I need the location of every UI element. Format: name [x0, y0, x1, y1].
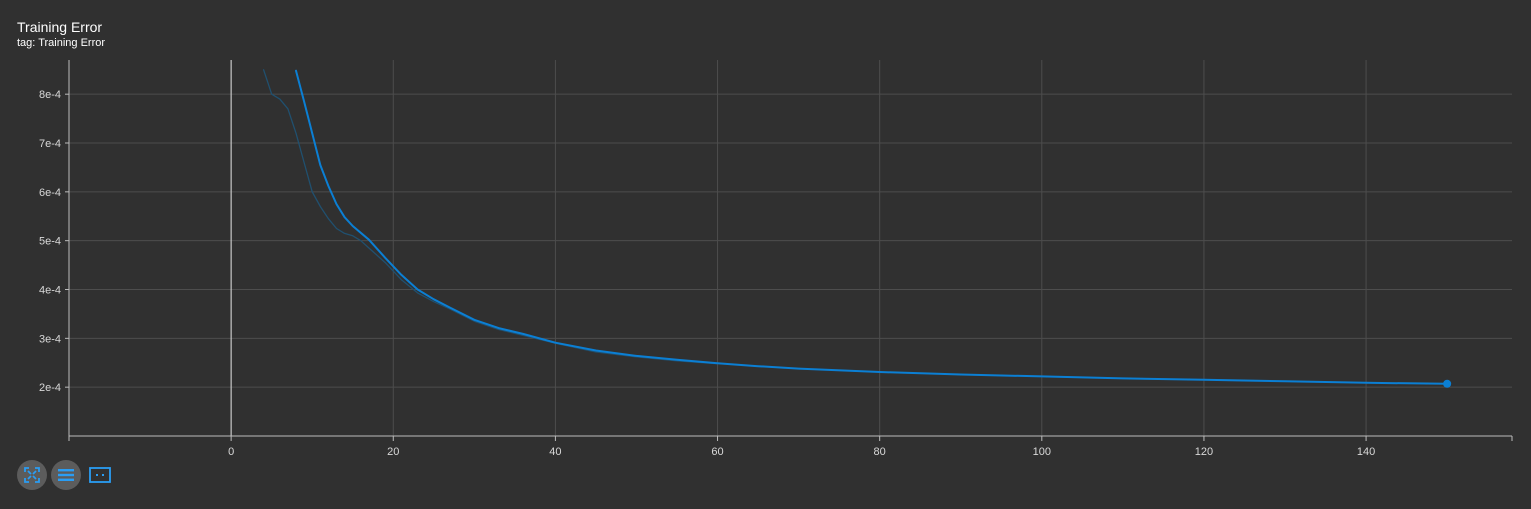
- list-icon: [58, 469, 74, 481]
- series-layer: [262, 69, 1452, 388]
- label-layer: 2e-4 3e-4 4e-4 5e-4 6e-4 7e-4 8e-4 0 20 40 60 80 100…: [39, 89, 1375, 458]
- select-region-button[interactable]: [85, 460, 115, 490]
- smoothed-series-line: [295, 69, 1449, 385]
- y-tick-label: 2e-4: [39, 382, 61, 394]
- fit-domain-icon: [24, 467, 40, 483]
- select-region-icon: [89, 467, 111, 483]
- x-tick-label: 80: [874, 446, 886, 458]
- y-tick-label: 8e-4: [39, 89, 61, 101]
- x-tick-label: 20: [387, 446, 399, 458]
- axis-layer: [65, 60, 1513, 441]
- y-tick-label: 5e-4: [39, 236, 61, 248]
- y-tick-label: 3e-4: [39, 333, 61, 345]
- y-tick-label: 7e-4: [39, 138, 61, 150]
- y-tick-label: 6e-4: [39, 187, 61, 199]
- x-tick-label: 60: [711, 446, 723, 458]
- fit-domain-button[interactable]: [17, 460, 47, 490]
- chart-toolbar: [17, 460, 115, 490]
- x-tick-label: 140: [1357, 446, 1375, 458]
- y-tick-label: 4e-4: [39, 285, 61, 297]
- last-point-marker: [1443, 379, 1452, 388]
- chart-tag: tag: Training Error: [17, 37, 106, 49]
- x-tick-label: 100: [1033, 446, 1051, 458]
- grid-layer: [69, 60, 1512, 436]
- toggle-log-scale-button[interactable]: [51, 460, 81, 490]
- x-tick-label: 40: [549, 446, 561, 458]
- x-tick-label: 120: [1195, 446, 1213, 458]
- chart-title: Training Error: [17, 19, 103, 35]
- raw-series-line: [262, 69, 719, 365]
- x-tick-label: 0: [228, 446, 234, 458]
